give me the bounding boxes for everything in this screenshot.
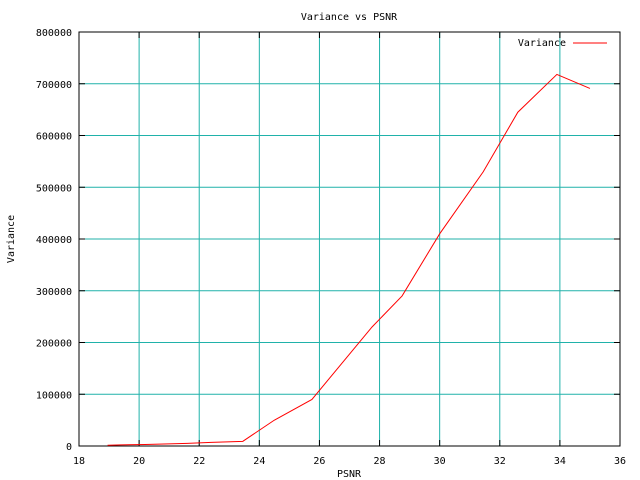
y-tick-label: 200000 (36, 339, 72, 350)
y-tick-labels: 0 100000 200000 300000 400000 500000 600000 700… (36, 28, 72, 453)
chart-title: Variance vs PSNR (301, 12, 398, 23)
x-tick-label: 20 (133, 456, 145, 467)
legend-label: Variance (518, 38, 566, 49)
x-tick-label: 26 (313, 456, 325, 467)
x-tick-label: 32 (494, 456, 506, 467)
x-tick-labels: 18 20 22 24 26 28 30 32 34 36 (73, 456, 626, 467)
grid-lines (79, 32, 620, 446)
tick-marks (78, 31, 621, 447)
x-tick-label: 18 (73, 456, 85, 467)
y-tick-label: 500000 (36, 183, 72, 194)
y-axis-label: Variance (6, 215, 17, 263)
x-tick-label: 24 (253, 456, 265, 467)
y-tick-label: 400000 (36, 235, 72, 246)
x-tick-label: 30 (434, 456, 446, 467)
series-layer (107, 73, 591, 446)
y-tick-label: 700000 (36, 80, 72, 91)
x-axis-label: PSNR (337, 469, 362, 480)
y-tick-label: 800000 (36, 28, 72, 39)
legend: Variance (518, 38, 607, 49)
y-tick-label: 600000 (36, 132, 72, 143)
x-tick-label: 34 (554, 456, 566, 467)
y-tick-label: 0 (66, 442, 72, 453)
x-tick-label: 22 (193, 456, 205, 467)
y-tick-label: 100000 (36, 390, 72, 401)
y-tick-label: 300000 (36, 287, 72, 298)
series-line-variance (107, 73, 591, 446)
x-tick-label: 28 (374, 456, 386, 467)
x-tick-label: 36 (614, 456, 626, 467)
